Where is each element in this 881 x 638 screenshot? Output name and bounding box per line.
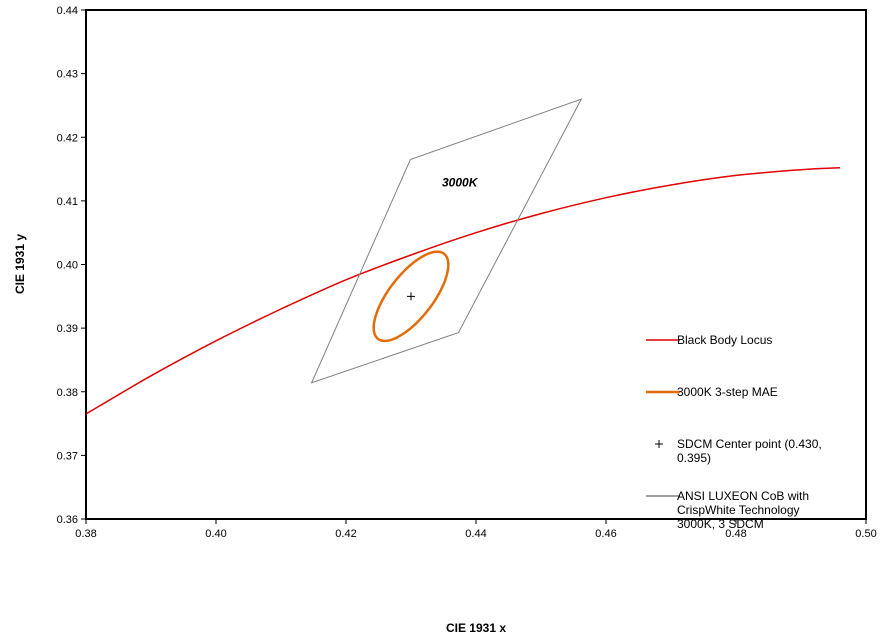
y-tick-label: 0.42 xyxy=(57,132,78,144)
legend: Black Body Locus 3000K 3-step MAE SDCM Cen… xyxy=(646,333,822,531)
legend-label: ANSI LUXEON CoB with xyxy=(677,489,809,503)
x-tick-label: 0.42 xyxy=(335,528,356,540)
legend-label: CrispWhite Technology xyxy=(677,503,800,517)
y-tick-label: 0.41 xyxy=(57,196,78,208)
annotation-3000k: 3000K xyxy=(442,176,479,190)
x-tick-label: 0.48 xyxy=(725,528,746,540)
x-tick-label: 0.40 xyxy=(205,528,226,540)
legend-swatch xyxy=(655,440,663,448)
black-body-locus-line xyxy=(86,167,841,415)
legend-label: 3000K 3-step MAE xyxy=(677,385,778,399)
series-layer xyxy=(86,98,841,415)
ansi-quadrangle xyxy=(310,98,583,384)
x-axis-title: CIE 1931 x xyxy=(446,621,506,635)
ticks-layer: 0.38 0.40 0.42 0.44 0.46 0.48 0.50 0.36 0.37 0.38… xyxy=(57,5,877,540)
sdcm-center-point xyxy=(407,292,415,301)
legend-label: 0.395) xyxy=(677,451,711,465)
y-tick-label: 0.36 xyxy=(57,514,78,526)
legend-label: 3000K, 3 SDCM xyxy=(677,517,764,531)
x-tick-label: 0.44 xyxy=(465,528,486,540)
legend-label: Black Body Locus xyxy=(677,333,772,347)
x-tick-label: 0.50 xyxy=(855,528,876,540)
plot-area-frame xyxy=(85,9,867,520)
y-tick-label: 0.43 xyxy=(57,69,78,81)
x-tick-label: 0.38 xyxy=(75,528,96,540)
y-tick-label: 0.39 xyxy=(57,323,78,335)
y-tick-label: 0.37 xyxy=(57,450,78,462)
x-tick-label: 0.46 xyxy=(595,528,616,540)
y-tick-label: 0.38 xyxy=(57,387,78,399)
legend-label: SDCM Center point (0.430, xyxy=(677,437,822,451)
mae-ellipse xyxy=(372,250,450,343)
y-axis-title: CIE 1931 y xyxy=(13,234,27,294)
y-tick-label: 0.44 xyxy=(57,5,78,17)
y-tick-label: 0.40 xyxy=(57,260,78,272)
